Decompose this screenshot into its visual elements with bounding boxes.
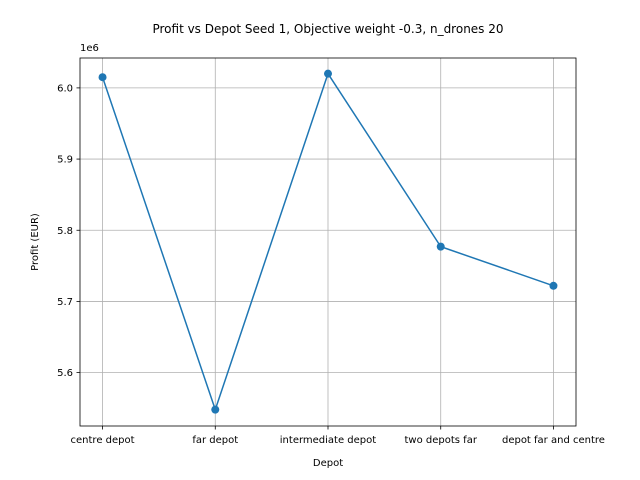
x-tick-label: intermediate depot	[280, 435, 376, 446]
y-axis-label: Profit (EUR)	[30, 213, 41, 271]
x-axis-label: Depot	[313, 458, 343, 469]
grid-layer	[80, 58, 576, 426]
data-point	[549, 281, 558, 290]
data-layer	[98, 69, 558, 414]
chart-title: Profit vs Depot Seed 1, Objective weight…	[152, 22, 503, 36]
data-point	[98, 73, 107, 82]
y-tick-label: 5.6	[57, 368, 73, 379]
y-tick-label: 6.0	[57, 83, 73, 94]
y-tick-label: 5.8	[57, 226, 73, 237]
data-point	[436, 242, 445, 251]
y-tick-label: 5.9	[57, 155, 73, 166]
x-tick-label: depot far and centre	[502, 435, 605, 446]
x-tick-label: far depot	[192, 435, 238, 446]
x-tick-label: centre depot	[71, 435, 135, 446]
y-tick-label: 5.7	[57, 297, 73, 308]
data-point	[211, 405, 220, 414]
x-tick-label: two depots far	[405, 435, 478, 446]
plot-frame	[79, 57, 577, 427]
y-offset-label: 1e6	[80, 43, 99, 54]
data-point	[324, 69, 332, 78]
tick-layer: centre depot far depot intermediate depot t…	[57, 83, 605, 446]
